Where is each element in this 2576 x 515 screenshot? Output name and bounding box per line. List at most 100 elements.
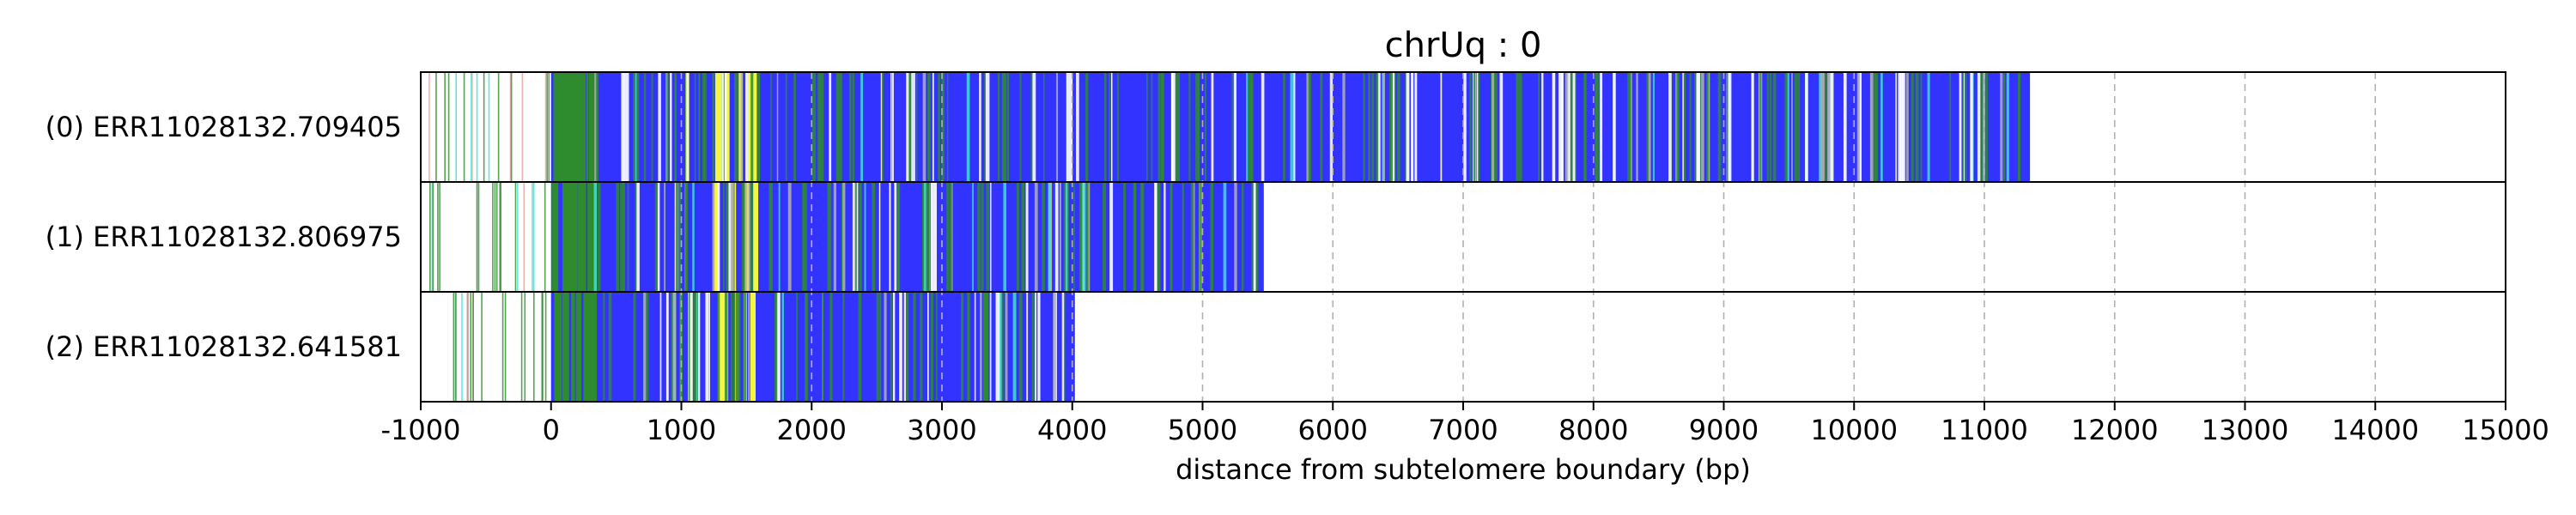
feature-line bbox=[1016, 182, 1019, 292]
feature-line bbox=[1172, 72, 1176, 182]
feature-line bbox=[603, 292, 605, 402]
feature-line bbox=[1949, 72, 1952, 182]
feature-line bbox=[796, 292, 799, 402]
feature-line bbox=[1689, 72, 1692, 182]
feature-line bbox=[499, 182, 501, 292]
x-tick-label: 5000 bbox=[1168, 414, 1237, 446]
feature-line bbox=[560, 72, 565, 182]
feature-line bbox=[905, 292, 908, 402]
feature-line bbox=[570, 72, 576, 182]
feature-line bbox=[656, 182, 659, 292]
feature-line bbox=[793, 72, 796, 182]
feature-line bbox=[1035, 292, 1037, 402]
row-label: (1) ERR11028132.806975 bbox=[46, 221, 402, 253]
x-tick-label: 10000 bbox=[1810, 414, 1898, 446]
feature-line bbox=[899, 292, 902, 402]
feature-line bbox=[566, 72, 569, 182]
feature-line bbox=[579, 182, 582, 292]
feature-line bbox=[1965, 72, 1967, 182]
feature-line bbox=[1805, 72, 1808, 182]
feature-line bbox=[646, 292, 649, 402]
feature-line bbox=[492, 182, 494, 292]
feature-line bbox=[999, 292, 1002, 402]
feature-line bbox=[544, 72, 547, 182]
feature-line bbox=[728, 182, 732, 292]
feature-line bbox=[659, 292, 662, 402]
feature-line bbox=[1905, 72, 1909, 182]
feature-line bbox=[1652, 72, 1655, 182]
feature-line bbox=[1211, 72, 1214, 182]
feature-line bbox=[1560, 72, 1564, 182]
feature-line bbox=[2006, 72, 2009, 182]
feature-line bbox=[1541, 72, 1544, 182]
feature-line bbox=[447, 72, 450, 182]
feature-line bbox=[1069, 72, 1073, 182]
feature-line bbox=[1043, 72, 1045, 182]
x-tick-label: 6000 bbox=[1298, 414, 1368, 446]
feature-line bbox=[1065, 182, 1068, 292]
feature-line bbox=[1109, 182, 1114, 292]
feature-line bbox=[471, 72, 473, 182]
feature-line bbox=[896, 182, 899, 292]
feature-line bbox=[802, 182, 805, 292]
feature-line bbox=[698, 72, 701, 182]
feature-line bbox=[1970, 72, 1973, 182]
feature-line bbox=[1163, 182, 1166, 292]
feature-line bbox=[787, 182, 792, 292]
feature-line bbox=[1154, 182, 1156, 292]
feature-line bbox=[860, 72, 864, 182]
x-tick-label: 4000 bbox=[1037, 414, 1107, 446]
feature-line bbox=[1784, 72, 1788, 182]
feature-line bbox=[1251, 182, 1253, 292]
feature-line bbox=[951, 182, 953, 292]
feature-line bbox=[1188, 72, 1191, 182]
feature-line bbox=[1306, 72, 1310, 182]
feature-line bbox=[1820, 72, 1824, 182]
x-tick-label: 9000 bbox=[1689, 414, 1759, 446]
feature-line bbox=[750, 182, 754, 292]
feature-line bbox=[985, 72, 988, 182]
feature-line bbox=[1516, 72, 1518, 182]
feature-line bbox=[1962, 72, 1965, 182]
feature-line bbox=[1927, 72, 1930, 182]
feature-line bbox=[1499, 72, 1504, 182]
feature-line bbox=[670, 72, 672, 182]
feature-line bbox=[776, 72, 779, 182]
feature-line bbox=[723, 182, 725, 292]
read-track-1 bbox=[429, 182, 1264, 292]
x-tick-label: -1000 bbox=[381, 414, 461, 446]
feature-line bbox=[471, 72, 472, 182]
feature-line bbox=[946, 72, 949, 182]
feature-line bbox=[1151, 72, 1153, 182]
feature-line bbox=[1694, 72, 1697, 182]
feature-line bbox=[1895, 72, 1897, 182]
feature-line bbox=[1190, 182, 1194, 292]
feature-line bbox=[1145, 72, 1148, 182]
feature-line bbox=[1056, 72, 1059, 182]
feature-line bbox=[1283, 72, 1285, 182]
feature-line bbox=[1054, 182, 1059, 292]
feature-line bbox=[463, 72, 465, 182]
feature-line bbox=[977, 182, 981, 292]
feature-line bbox=[1830, 72, 1834, 182]
feature-line bbox=[910, 72, 914, 182]
feature-line bbox=[643, 72, 647, 182]
feature-line bbox=[923, 182, 927, 292]
feature-line bbox=[1376, 72, 1379, 182]
feature-line bbox=[781, 292, 784, 402]
feature-line bbox=[1977, 72, 1981, 182]
feature-line bbox=[894, 182, 897, 292]
feature-line bbox=[1255, 182, 1259, 292]
feature-line bbox=[437, 182, 439, 292]
feature-line bbox=[852, 72, 855, 182]
feature-line bbox=[596, 72, 598, 182]
feature-line bbox=[523, 182, 526, 292]
feature-line bbox=[556, 292, 560, 402]
feature-line bbox=[1021, 182, 1025, 292]
x-tick-label: 0 bbox=[543, 414, 560, 446]
feature-line bbox=[586, 292, 592, 402]
feature-line bbox=[1393, 72, 1396, 182]
feature-line bbox=[585, 292, 587, 402]
feature-line bbox=[812, 72, 816, 182]
feature-line bbox=[1600, 72, 1603, 182]
